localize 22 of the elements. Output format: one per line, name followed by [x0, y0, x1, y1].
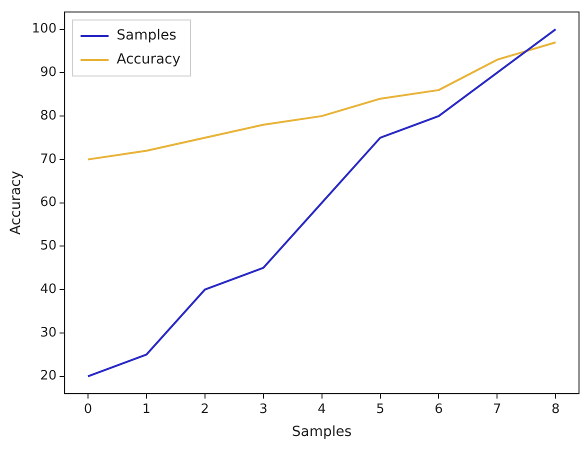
- x-tick-label: 7: [493, 402, 502, 417]
- y-tick-label: 30: [40, 325, 57, 340]
- x-tick-label: 0: [84, 402, 92, 417]
- x-tick-label: 3: [259, 402, 268, 417]
- y-tick-label: 100: [32, 22, 57, 37]
- y-tick-label: 60: [40, 195, 57, 210]
- y-tick-label: 50: [40, 238, 57, 254]
- x-tick-label: 8: [551, 402, 560, 417]
- y-axis-title: Accuracy: [8, 170, 24, 235]
- legend-label: Samples: [116, 28, 176, 44]
- x-tick-label: 6: [434, 402, 443, 417]
- y-tick-label: 70: [40, 152, 57, 167]
- x-tick-label: 1: [142, 402, 151, 417]
- legend-label: Accuracy: [116, 52, 181, 68]
- x-axis-title: Samples: [292, 424, 352, 440]
- y-tick-label: 20: [40, 368, 57, 384]
- x-tick-label: 4: [318, 402, 326, 417]
- x-tick-label: 5: [376, 402, 384, 417]
- y-tick-label: 90: [40, 65, 57, 80]
- y-tick-label: 40: [40, 282, 57, 297]
- x-tick-label: 2: [200, 402, 210, 417]
- y-tick-label: 80: [40, 108, 57, 124]
